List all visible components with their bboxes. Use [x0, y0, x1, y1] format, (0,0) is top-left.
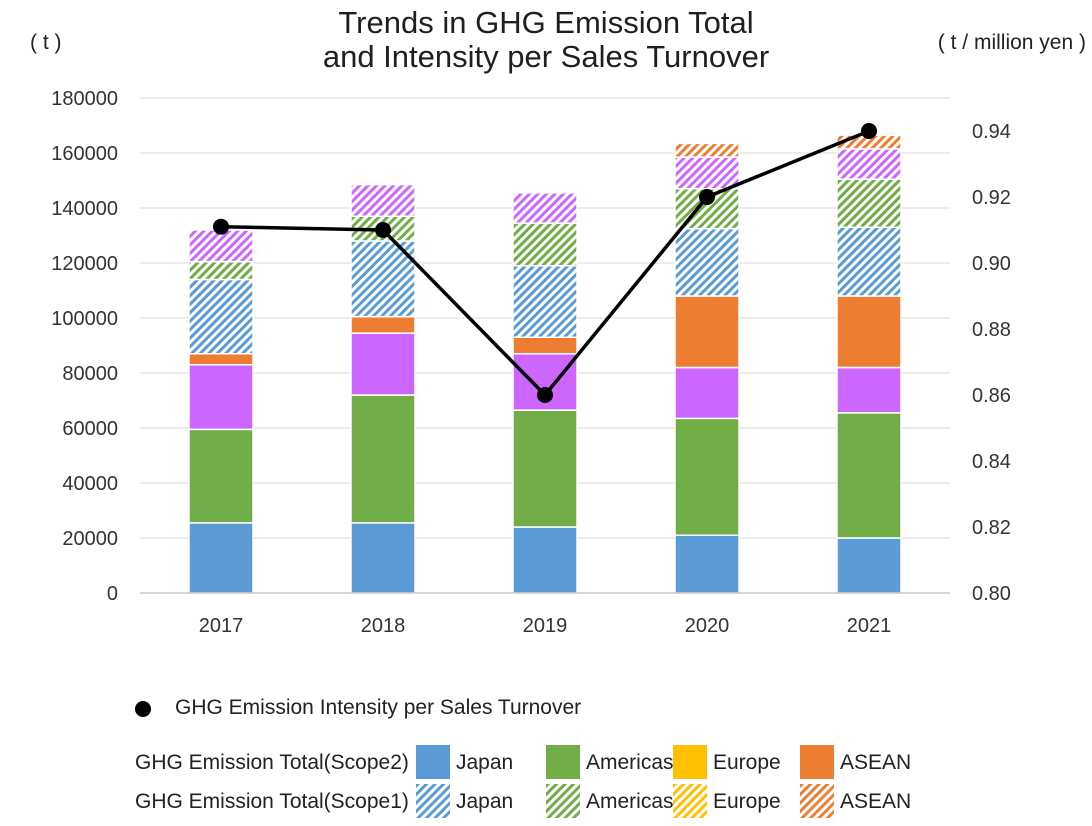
- y-axis-left: 0 20000 40000 60000 80000 100000 120000 140000 1…: [51, 88, 118, 605]
- legend-swatch-scope1-europe: [673, 784, 707, 818]
- bar-segment: [674, 417, 740, 536]
- y2-tick-label: 0.82: [972, 517, 1011, 539]
- legend-scope1-label: GHG Emission Total(Scope1): [135, 790, 409, 813]
- legend-label-scope1-japan: Japan: [456, 790, 514, 813]
- bar-segment: [350, 183, 416, 217]
- legend-label-scope2-asean: ASEAN: [840, 751, 912, 774]
- bar-segment: [512, 222, 578, 267]
- legend-label-scope2-americas: Americas: [586, 751, 674, 774]
- left-axis-unit: ( t ): [30, 31, 62, 54]
- bar-segment: [674, 227, 740, 297]
- y-tick-label: 120000: [51, 253, 118, 275]
- bar-segment: [674, 156, 740, 190]
- y-tick-label: 0: [107, 583, 118, 605]
- x-tick-label: 2020: [685, 615, 730, 637]
- legend-line-label: GHG Emission Intensity per Sales Turnove…: [175, 696, 582, 719]
- bar-segment: [512, 526, 578, 594]
- y2-tick-label: 0.88: [972, 319, 1011, 341]
- bar-segment: [188, 522, 254, 594]
- y-tick-label: 100000: [51, 308, 118, 330]
- legend-swatch-scope1-americas: [546, 784, 580, 818]
- legend-label-scope2-europe: Europe: [713, 751, 781, 774]
- legend-label-scope1-americas: Americas: [586, 790, 674, 813]
- intensity-point: [861, 123, 877, 139]
- y2-tick-label: 0.84: [972, 451, 1011, 473]
- y-axis-right: 0.80 0.82 0.84 0.86 0.88 0.90 0.92 0.94: [972, 121, 1011, 605]
- bars: [188, 134, 902, 594]
- bar-segment: [836, 178, 902, 228]
- y-tick-label: 180000: [51, 88, 118, 110]
- bar-segment: [350, 522, 416, 594]
- bar-segment: [188, 428, 254, 524]
- x-tick-label: 2019: [523, 615, 568, 637]
- bar-segment: [512, 192, 578, 224]
- bar-segment: [674, 142, 740, 158]
- legend-scope2-label: GHG Emission Total(Scope2): [135, 751, 409, 774]
- y2-tick-label: 0.90: [972, 253, 1011, 275]
- bar-segment: [836, 537, 902, 594]
- legend-swatch-scope2-asean: [800, 745, 834, 779]
- chart-title-line2: and Intensity per Sales Turnover: [322, 39, 770, 74]
- y2-tick-label: 0.92: [972, 187, 1011, 209]
- y2-tick-label: 0.86: [972, 385, 1011, 407]
- legend-swatch-scope2-japan: [416, 745, 450, 779]
- x-axis: 2017 2018 2019 2020 2021: [140, 592, 950, 637]
- bar-segment: [836, 412, 902, 539]
- y2-tick-label: 0.80: [972, 583, 1011, 605]
- y-tick-label: 20000: [62, 528, 118, 550]
- legend-swatch-scope1-asean: [800, 784, 834, 818]
- legend-label-scope2-japan: Japan: [456, 751, 514, 774]
- legend-swatch-scope2-europe: [673, 745, 707, 779]
- x-tick-label: 2018: [361, 615, 406, 637]
- bar-segment: [350, 315, 416, 334]
- legend-label-scope1-europe: Europe: [713, 790, 781, 813]
- intensity-line: [213, 123, 877, 403]
- bar-segment: [188, 353, 254, 366]
- legend-swatch-scope2-americas: [546, 745, 580, 779]
- right-axis-unit: ( t / million yen ): [937, 31, 1086, 54]
- bar-segment: [836, 295, 902, 369]
- y-tick-label: 140000: [51, 198, 118, 220]
- x-tick-label: 2021: [847, 615, 892, 637]
- bar-segment: [836, 148, 902, 180]
- intensity-point: [213, 218, 229, 235]
- bar-segment: [188, 278, 254, 355]
- intensity-point: [375, 222, 391, 238]
- bar-segment: [188, 260, 254, 281]
- legend-line-marker: [135, 701, 151, 717]
- legend-swatch-scope1-japan: [416, 784, 450, 818]
- bar-segment: [836, 366, 902, 414]
- y-tick-label: 40000: [62, 473, 118, 495]
- y2-tick-label: 0.94: [972, 121, 1011, 143]
- y-tick-label: 80000: [62, 363, 118, 385]
- x-tick-label: 2017: [199, 615, 244, 637]
- bar-segment: [674, 534, 740, 594]
- bar-segment: [836, 226, 902, 297]
- y-tick-label: 60000: [62, 418, 118, 440]
- bar-segment: [188, 364, 254, 431]
- bar-segment: [512, 265, 578, 338]
- bar-segment: [512, 336, 578, 355]
- intensity-point: [699, 189, 715, 205]
- legend-label-scope1-asean: ASEAN: [840, 790, 912, 813]
- bar-segment: [674, 295, 740, 369]
- bar-segment: [674, 366, 740, 420]
- bar-segment: [350, 332, 416, 396]
- bar-segment: [512, 409, 578, 528]
- bar-segment: [188, 229, 254, 263]
- bar-segment: [350, 394, 416, 524]
- chart-title-line1: Trends in GHG Emission Total: [338, 5, 754, 40]
- intensity-point: [537, 387, 553, 403]
- y-tick-label: 160000: [51, 143, 118, 165]
